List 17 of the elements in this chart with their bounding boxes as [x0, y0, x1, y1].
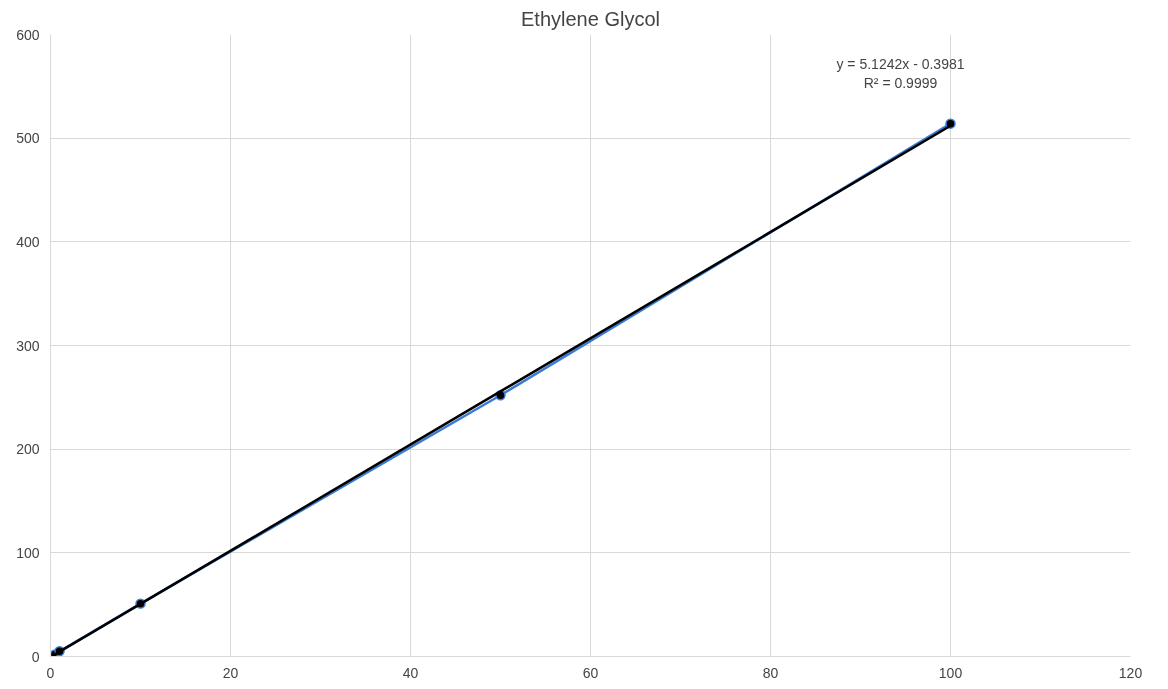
point — [945, 118, 956, 129]
y-tick-label: 0 — [31, 648, 40, 665]
y-tick-label: 200 — [16, 441, 40, 458]
x-tick-label: 80 — [762, 664, 779, 681]
x-tick-label: 120 — [1118, 664, 1143, 681]
x-tick-label: 100 — [938, 664, 963, 681]
y-tick-label: 600 — [16, 26, 40, 43]
y-tick-label: 100 — [16, 544, 40, 561]
y-tick-label: 500 — [16, 130, 40, 147]
annotation: y = 5.1242x - 0.3981 R² = 0.9999 — [836, 56, 965, 92]
x-tick-label: 0 — [46, 664, 55, 681]
y-tick-label: 300 — [16, 337, 40, 354]
y-tick-label: 400 — [16, 233, 40, 250]
chart-title: Ethylene Glycol — [521, 7, 660, 30]
x-tick-label: 20 — [222, 664, 239, 681]
x-tick-label: 60 — [582, 664, 599, 681]
x-tick-label: 40 — [402, 664, 419, 681]
